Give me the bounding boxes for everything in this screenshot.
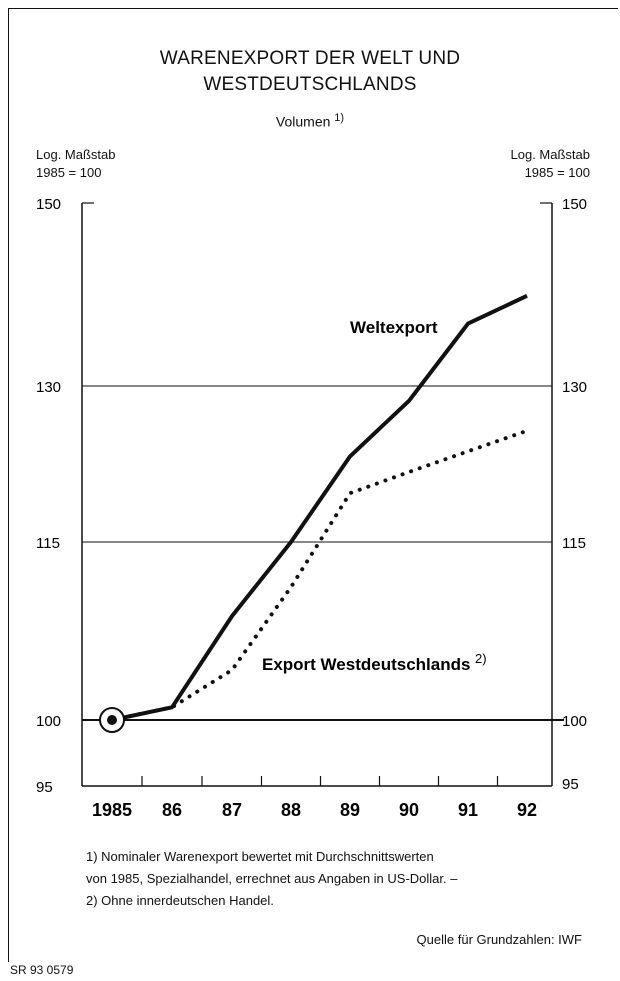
- xtick-label-86: 86: [162, 800, 182, 820]
- footnote-1-cont: von 1985, Spezialhandel, errechnet aus A…: [86, 871, 458, 886]
- source-note: Quelle für Grundzahlen: IWF: [416, 932, 582, 947]
- ytick-label-right-95: 95: [562, 776, 579, 793]
- ytick-label-right-100: 100: [562, 713, 587, 730]
- xtick-label-89: 89: [340, 800, 360, 820]
- xtick-label-88: 88: [281, 800, 301, 820]
- ytick-label-right-115: 115: [562, 535, 586, 552]
- chart-subtitle: Volumen 1): [0, 112, 620, 130]
- xtick-label-90: 90: [399, 800, 419, 820]
- right-axis-head-base: 1985 = 100: [524, 165, 590, 180]
- left-axis-head: Log. Maßstab 1985 = 100: [36, 146, 116, 182]
- chart-code: SR 93 0579: [10, 963, 74, 977]
- footnote-1: 1) Nominaler Warenexport bewertet mit Du…: [86, 849, 434, 864]
- ytick-label-left-100: 100: [36, 713, 61, 730]
- footnotes: 1) Nominaler Warenexport bewertet mit Du…: [86, 846, 566, 912]
- series-note-export-westdeutschlands: 2): [475, 651, 487, 666]
- ytick-label-right-150: 150: [562, 196, 587, 213]
- xtick-label-87: 87: [222, 800, 242, 820]
- ytick-label-left-130: 130: [36, 379, 61, 396]
- xtick-label-1985: 1985: [92, 800, 132, 820]
- base-marker-dot: [107, 715, 117, 725]
- chart-title-line2: WESTDEUTSCHLANDS: [203, 74, 417, 95]
- series-line-export-westdeutschlands: [110, 428, 529, 722]
- subtitle-text: Volumen: [275, 113, 331, 130]
- series-label-export-westdeutschlands: Export Westdeutschlands: [262, 655, 470, 674]
- right-axis-head-scale: Log. Maßstab: [510, 147, 591, 162]
- ytick-label-right-130: 130: [562, 379, 587, 396]
- left-axis-head-base: 1985 = 100: [36, 165, 102, 180]
- ytick-label-left-115: 115: [36, 535, 60, 552]
- footnote-2: 2) Ohne innerdeutschen Handel.: [86, 893, 274, 908]
- xtick-label-92: 92: [517, 800, 537, 820]
- chart-frame: [8, 8, 618, 962]
- chart-title-line1: WARENEXPORT DER WELT UND: [159, 48, 461, 69]
- series-label-weltexport: Weltexport: [350, 318, 438, 337]
- subtitle-note: 1): [334, 112, 345, 124]
- ytick-label-left-95: 95: [36, 779, 53, 796]
- series-line-weltexport: [111, 293, 528, 722]
- right-axis-head: Log. Maßstab 1985 = 100: [511, 146, 591, 182]
- ytick-label-left-150: 150: [36, 196, 61, 213]
- xtick-label-91: 91: [458, 800, 478, 820]
- left-axis-head-scale: Log. Maßstab: [36, 147, 116, 162]
